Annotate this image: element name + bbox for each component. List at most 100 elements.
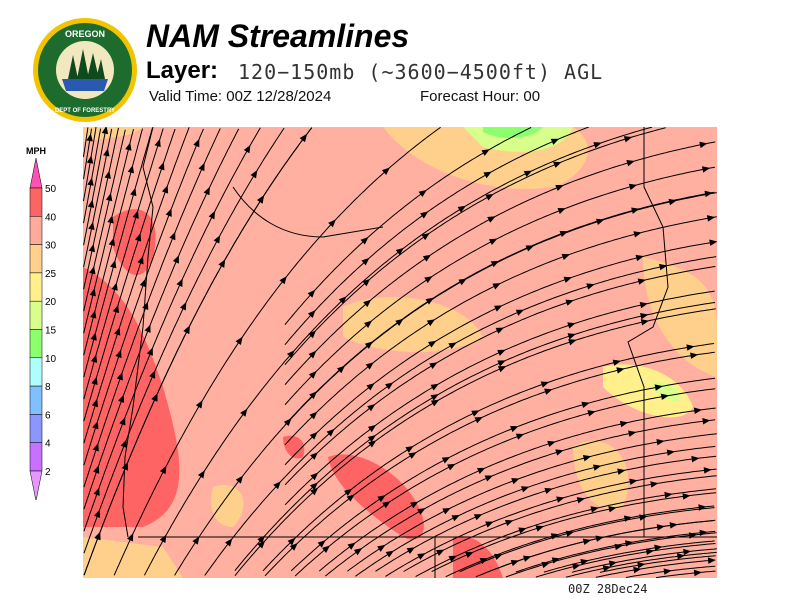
streamline-arrow <box>683 548 692 556</box>
streamline-arrow <box>347 542 356 550</box>
streamline-arrow <box>257 195 265 204</box>
streamline-arrow <box>308 330 316 339</box>
streamline-arrow <box>540 381 550 388</box>
streamline-arrow <box>677 553 686 560</box>
streamline-arrow <box>144 324 151 333</box>
streamline <box>318 407 716 572</box>
streamline-arrow <box>381 167 390 176</box>
streamline <box>347 433 717 572</box>
streamline-arrow <box>195 400 203 409</box>
streamline-arrow <box>556 496 565 503</box>
streamline-arrow <box>495 327 505 334</box>
streamline-arrow <box>105 192 113 202</box>
streamline-arrow <box>487 216 496 223</box>
streamline-arrow <box>385 382 394 390</box>
streamline-arrow <box>139 278 146 288</box>
streamline <box>294 388 716 577</box>
streamline-arrow <box>127 533 134 542</box>
streamline-arrow <box>125 142 132 151</box>
streamline-arrow <box>559 230 569 238</box>
legend-swatch <box>29 300 43 330</box>
streamline-arrow <box>367 424 377 433</box>
streamline-arrow <box>326 428 335 437</box>
streamline-arrow <box>628 183 638 191</box>
streamline-arrow <box>154 138 161 148</box>
streamline-arrow <box>137 255 144 265</box>
legend-level-label: 15 <box>45 326 57 337</box>
streamline-arrow <box>420 211 429 219</box>
streamline-arrow <box>448 555 457 562</box>
streamline-arrow <box>257 535 266 544</box>
legend-level-label: 2 <box>45 467 51 478</box>
streamline-arrow <box>619 420 629 428</box>
streamline-arrow <box>485 193 494 201</box>
streamline <box>565 551 717 578</box>
streamline-arrow <box>567 333 576 340</box>
streamline <box>431 492 717 573</box>
streamline <box>83 128 134 334</box>
streamline-arrow <box>111 282 118 291</box>
svg-text:DEPT OF FORESTRY: DEPT OF FORESTRY <box>55 108 115 114</box>
streamline <box>324 419 716 577</box>
streamline-arrow <box>586 283 595 290</box>
streamline-arrow <box>473 514 483 521</box>
streamline-arrow <box>612 359 622 366</box>
streamline-arrow <box>218 259 226 268</box>
streamline-arrow <box>89 288 96 297</box>
streamline-arrow <box>703 467 712 474</box>
streamline-arrow <box>691 455 700 463</box>
streamline-arrow <box>441 456 451 464</box>
streamline-arrow <box>497 366 507 373</box>
streamline-arrow <box>690 352 699 359</box>
streamline-arrow <box>544 388 553 395</box>
streamline-arrow <box>510 426 519 433</box>
streamline-arrow <box>104 170 111 179</box>
streamline-arrow <box>518 527 527 534</box>
streamline <box>403 475 717 572</box>
streamline-arrow <box>488 238 498 246</box>
legend-level-label: 10 <box>45 354 57 365</box>
streamline-arrow <box>309 431 318 440</box>
streamline-arrow <box>135 233 142 242</box>
legend-swatch <box>29 414 43 443</box>
streamline-arrow <box>257 540 266 549</box>
streamline-arrow <box>485 521 494 528</box>
streamline-arrow <box>343 488 353 497</box>
timestamp-stamp: 00Z 28Dec24 <box>568 582 648 596</box>
streamline <box>655 570 716 578</box>
streamline-arrow <box>93 465 100 474</box>
streamline-arrow <box>593 142 602 149</box>
streamline-arrow <box>321 545 331 553</box>
streamline-arrow <box>165 208 172 217</box>
streamline-arrow <box>395 247 404 256</box>
valid-time: Valid Time: 00Z 12/28/2024 <box>149 88 332 105</box>
oregon-department-of-forestry-logo: OREGON DEPT OF FORESTRY <box>33 18 137 122</box>
streamline <box>415 488 716 578</box>
streamline-arrow <box>494 305 503 312</box>
legend-level-label: 20 <box>45 297 57 308</box>
streamline-arrow <box>435 549 445 557</box>
streamline-arrow <box>471 410 480 417</box>
streamline <box>284 241 717 466</box>
streamline <box>83 127 190 444</box>
streamline-arrow <box>286 350 295 359</box>
streamline-arrow <box>250 169 258 179</box>
streamline-arrow <box>88 221 95 231</box>
streamline-arrow <box>426 319 436 327</box>
streamline-arrow <box>112 304 119 314</box>
streamline-arrow <box>565 530 575 537</box>
streamline-arrow <box>430 394 439 401</box>
streamline <box>375 455 717 572</box>
streamline-arrow <box>115 349 122 359</box>
streamline <box>264 351 715 577</box>
streamline-arrow <box>617 468 626 475</box>
streamline <box>234 302 716 572</box>
streamline-arrow <box>639 514 648 521</box>
streamline-arrow <box>235 336 243 345</box>
streamline-arrow <box>346 494 355 502</box>
legend-swatch <box>29 357 43 387</box>
layer-value: 120−150mb (~3600−4500ft) AGL <box>238 60 604 84</box>
legend-level-label: 4 <box>45 439 51 450</box>
legend-swatch <box>29 216 43 245</box>
streamline-arrow <box>669 522 678 529</box>
